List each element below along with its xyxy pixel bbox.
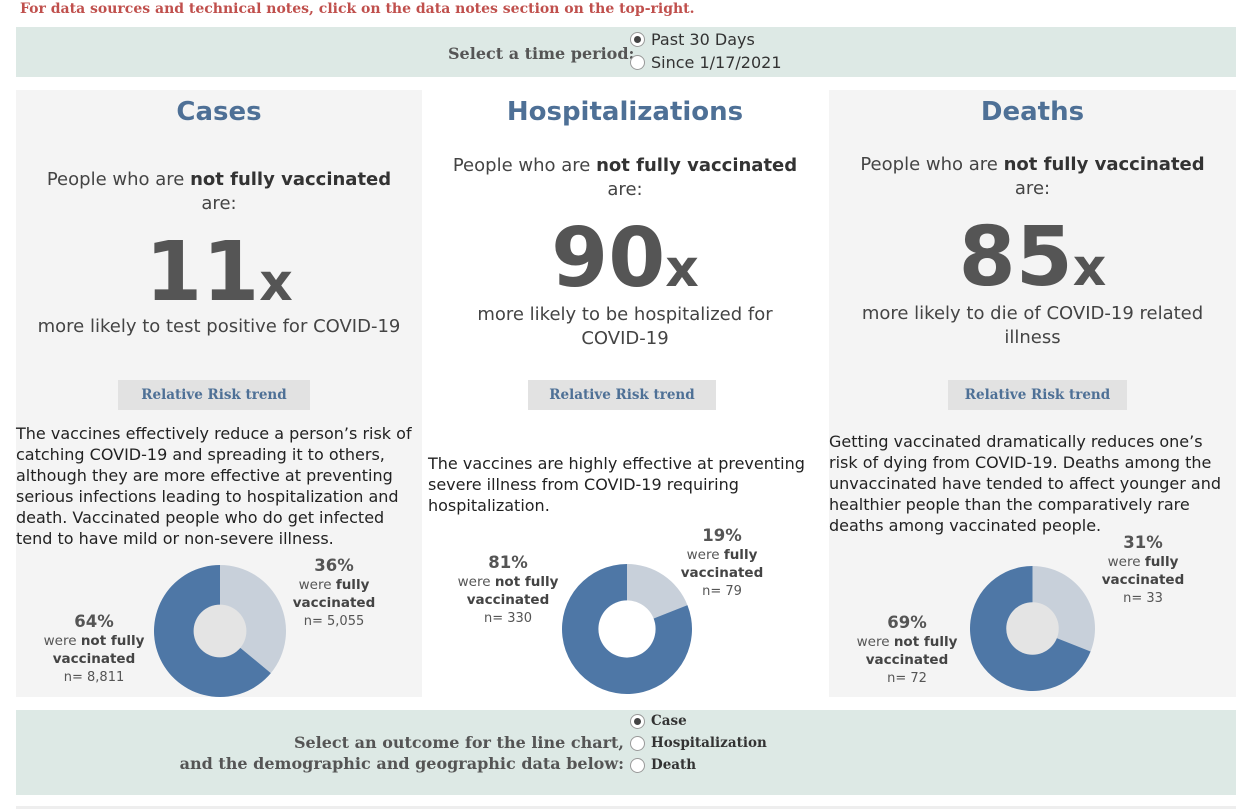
- outcome-selector: Select an outcome for the line chart, and…: [16, 710, 1236, 795]
- radio-selected-icon[interactable]: [630, 32, 645, 47]
- radio-label: Since 1/17/2021: [651, 53, 782, 72]
- donut-hole: [193, 604, 247, 658]
- relative-risk-trend-button[interactable]: Relative Risk trend: [118, 380, 310, 410]
- donut-hole: [598, 600, 656, 658]
- radio-death[interactable]: Death: [630, 757, 696, 773]
- cases-donut-chart: [154, 565, 286, 697]
- radio-label: Death: [651, 757, 697, 773]
- panel-paragraph: Getting vaccinated dramatically reduces …: [829, 432, 1222, 535]
- radio-label: Case: [651, 713, 687, 729]
- deaths-donut-chart: [970, 566, 1095, 691]
- radio-label: Hospitalization: [651, 735, 767, 751]
- risk-description: more likely to die of COVID-19 related i…: [861, 303, 1204, 348]
- panel-paragraph: The vaccines effectively reduce a person…: [16, 424, 412, 548]
- radio-unselected-icon[interactable]: [630, 55, 645, 70]
- vaccinated-stat: 19% were fully vaccinated n= 79: [680, 526, 764, 599]
- divider: [16, 806, 1236, 809]
- panel-title: Cases: [176, 97, 262, 127]
- deaths-panel: Deaths People who are not fully vaccinat…: [829, 90, 1236, 697]
- vaccinated-slice: [220, 565, 286, 674]
- time-period-label: Select a time period:: [448, 44, 635, 63]
- panel-lead: People who are not fully vaccinated are:: [46, 169, 392, 214]
- relative-risk-trend-button[interactable]: Relative Risk trend: [948, 380, 1127, 410]
- vaccinated-stat: 36% were fully vaccinated n= 5,055: [292, 556, 376, 629]
- risk-multiplier: 11x: [145, 225, 293, 320]
- time-period-selector: Select a time period: Past 30 Days Since…: [16, 27, 1236, 77]
- radio-past-30-days[interactable]: Past 30 Days: [630, 30, 755, 49]
- radio-hospitalization[interactable]: Hospitalization: [630, 735, 767, 751]
- radio-unselected-icon[interactable]: [630, 735, 645, 751]
- panel-paragraph: The vaccines are highly effective at pre…: [428, 454, 805, 515]
- donut-hole: [1006, 602, 1059, 655]
- radio-label: Past 30 Days: [651, 30, 755, 49]
- hospitalizations-donut-chart: [562, 564, 692, 694]
- data-notes-notice: For data sources and technical notes, cl…: [20, 1, 695, 17]
- risk-multiplier: 90x: [551, 211, 699, 306]
- vaccinated-stat: 31% were fully vaccinated n= 33: [1101, 533, 1185, 606]
- not-vaccinated-stat: 69% were not fully vaccinated n= 72: [856, 613, 958, 686]
- radio-unselected-icon[interactable]: [630, 757, 645, 773]
- risk-description: more likely to test positive for COVID-1…: [37, 316, 401, 337]
- risk-description: more likely to be hospitalized for COVID…: [477, 304, 773, 349]
- panel-lead: People who are not fully vaccinated are:: [452, 155, 798, 200]
- hospitalizations-panel: Hospitalizations People who are not full…: [422, 90, 828, 697]
- panel-title: Hospitalizations: [506, 97, 744, 127]
- risk-multiplier: 85x: [958, 210, 1107, 305]
- radio-since-2021[interactable]: Since 1/17/2021: [630, 53, 782, 72]
- outcome-selector-label: Select an outcome for the line chart, and…: [179, 733, 624, 773]
- relative-risk-trend-button[interactable]: Relative Risk trend: [528, 380, 716, 410]
- not-vaccinated-stat: 64% were not fully vaccinated n= 8,811: [43, 612, 145, 685]
- not-vaccinated-stat: 81% were not fully vaccinated n= 330: [457, 553, 559, 626]
- radio-case[interactable]: Case: [630, 713, 687, 729]
- cases-panel: Cases People who are not fully vaccinate…: [16, 90, 422, 697]
- panel-title: Deaths: [980, 97, 1085, 127]
- panel-lead: People who are not fully vaccinated are:: [860, 154, 1205, 199]
- radio-selected-icon[interactable]: [630, 713, 645, 729]
